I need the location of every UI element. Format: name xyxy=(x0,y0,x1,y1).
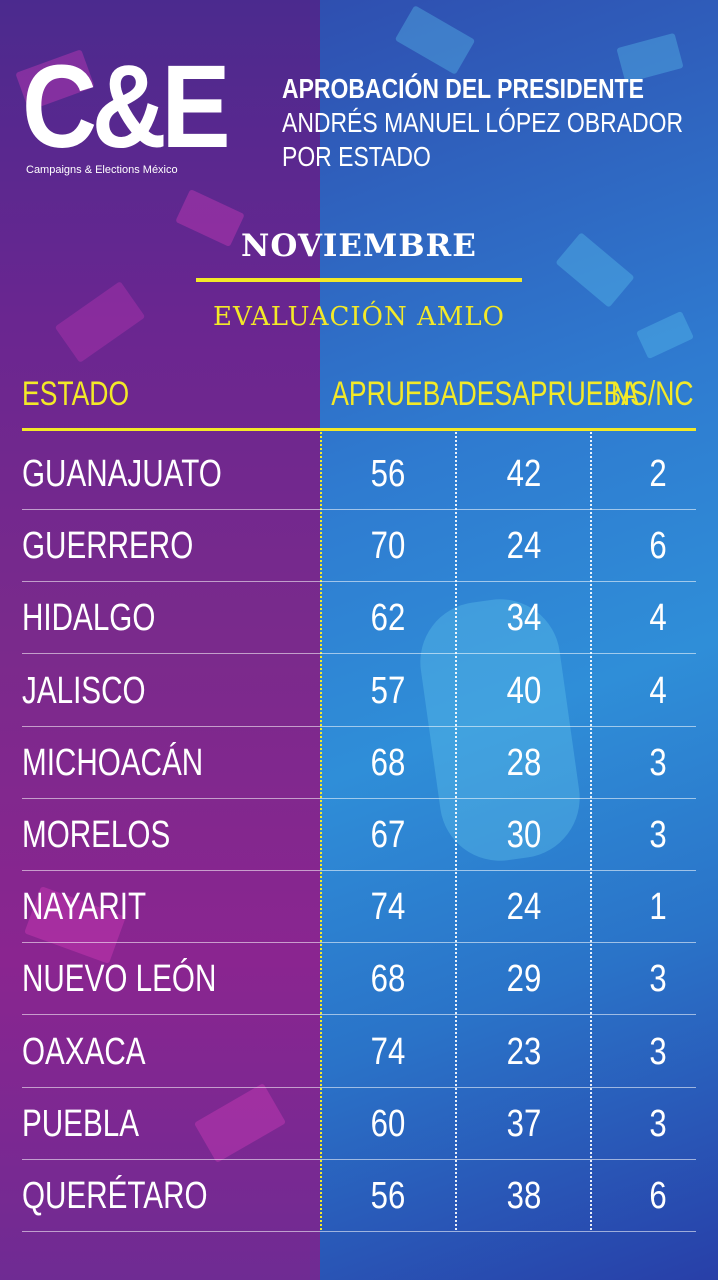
column-divider xyxy=(590,432,592,1230)
desaprueba-value: 34 xyxy=(506,597,542,640)
column-header-aprueba: APRUEBA xyxy=(331,375,458,413)
column-header-desaprueba: DESAPRUEBA xyxy=(457,375,639,413)
nsnc-value: 3 xyxy=(649,814,667,856)
column-header-nsnc: NS/NC xyxy=(611,375,694,413)
nsnc-value: 3 xyxy=(649,1102,667,1145)
table-row: PUEBLA 60 37 3 xyxy=(22,1088,696,1160)
aprueba-value: 68 xyxy=(370,741,406,784)
aprueba-value: 68 xyxy=(370,958,406,1001)
desaprueba-value: 28 xyxy=(506,741,542,784)
nsnc-value: 3 xyxy=(649,741,667,784)
aprueba-value: 70 xyxy=(370,525,406,568)
aprueba-value: 67 xyxy=(370,814,406,856)
desaprueba-value: 23 xyxy=(506,1030,542,1073)
row-separator xyxy=(22,1014,696,1016)
desaprueba-value: 24 xyxy=(506,525,542,568)
nsnc-value: 3 xyxy=(649,1030,667,1073)
headline-line-1: APROBACIÓN DEL PRESIDENTE xyxy=(282,73,644,104)
row-separator xyxy=(22,1086,696,1088)
table-row: GUANAJUATO 56 42 2 xyxy=(22,438,696,510)
state-name: JALISCO xyxy=(22,669,146,712)
brand-logo: C&E Campaigns & Elections México xyxy=(22,41,253,176)
column-header-estado: ESTADO xyxy=(22,375,130,413)
aprueba-value: 60 xyxy=(370,1102,406,1145)
table-row: JALISCO 57 40 4 xyxy=(22,655,696,727)
state-name: HIDALGO xyxy=(22,597,156,640)
nsnc-value: 6 xyxy=(649,525,667,568)
row-separator xyxy=(22,653,696,655)
table-row: MICHOACÁN 68 28 3 xyxy=(22,727,696,799)
desaprueba-value: 24 xyxy=(506,886,542,929)
month-title: NOVIEMBRE xyxy=(241,228,477,264)
row-separator xyxy=(22,797,696,799)
table-row: HIDALGO 62 34 4 xyxy=(22,582,696,655)
background-left-panel xyxy=(0,0,320,1280)
state-name: PUEBLA xyxy=(22,1102,139,1145)
nsnc-value: 1 xyxy=(649,886,667,929)
row-separator xyxy=(22,725,696,727)
table-row: GUERRERO 70 24 6 xyxy=(22,510,696,583)
aprueba-value: 56 xyxy=(370,1175,406,1217)
nsnc-value: 4 xyxy=(649,597,667,640)
table-subtitle: EVALUACIÓN AMLO xyxy=(213,302,505,332)
logo-mark: C&E xyxy=(22,41,231,173)
row-separator xyxy=(22,942,696,944)
desaprueba-value: 38 xyxy=(506,1175,542,1217)
state-name: GUERRERO xyxy=(22,525,194,568)
table-row: NUEVO LEÓN 68 29 3 xyxy=(22,943,696,1016)
month-underline xyxy=(196,278,522,282)
headline: APROBACIÓN DEL PRESIDENTE ANDRÉS MANUEL … xyxy=(282,72,718,174)
state-name: MICHOACÁN xyxy=(22,741,204,784)
state-name: NAYARIT xyxy=(22,886,147,929)
aprueba-value: 56 xyxy=(370,453,406,495)
column-divider xyxy=(455,432,457,1230)
row-separator xyxy=(22,870,696,871)
nsnc-value: 4 xyxy=(649,669,667,712)
desaprueba-value: 42 xyxy=(506,453,542,495)
table-row: MORELOS 67 30 3 xyxy=(22,799,696,871)
headline-line-3: POR ESTADO xyxy=(282,141,431,172)
aprueba-value: 74 xyxy=(370,1030,406,1073)
desaprueba-value: 40 xyxy=(506,669,542,712)
desaprueba-value: 30 xyxy=(506,814,542,856)
state-name: QUERÉTARO xyxy=(22,1175,208,1217)
table-row: OAXACA 74 23 3 xyxy=(22,1016,696,1088)
table-row: QUERÉTARO 56 38 6 xyxy=(22,1160,696,1232)
table-row: NAYARIT 74 24 1 xyxy=(22,871,696,944)
nsnc-value: 6 xyxy=(649,1175,667,1217)
column-divider xyxy=(320,432,322,1230)
aprueba-value: 62 xyxy=(370,597,406,640)
row-separator xyxy=(22,1158,696,1160)
background-right-panel xyxy=(320,0,718,1280)
nsnc-value: 3 xyxy=(649,958,667,1001)
aprueba-value: 74 xyxy=(370,886,406,929)
state-name: OAXACA xyxy=(22,1030,146,1073)
state-name: GUANAJUATO xyxy=(22,453,222,495)
desaprueba-value: 37 xyxy=(506,1102,542,1145)
logo-subtitle: Campaigns & Elections México xyxy=(26,164,178,176)
nsnc-value: 2 xyxy=(649,453,667,495)
aprueba-value: 57 xyxy=(370,669,406,712)
header-underline xyxy=(22,428,696,431)
headline-line-2: ANDRÉS MANUEL LÓPEZ OBRADOR xyxy=(282,107,684,138)
state-name: MORELOS xyxy=(22,814,171,856)
row-separator xyxy=(22,1231,696,1232)
state-name: NUEVO LEÓN xyxy=(22,958,217,1001)
row-separator xyxy=(22,509,696,510)
row-separator xyxy=(22,581,696,583)
desaprueba-value: 29 xyxy=(506,958,542,1001)
